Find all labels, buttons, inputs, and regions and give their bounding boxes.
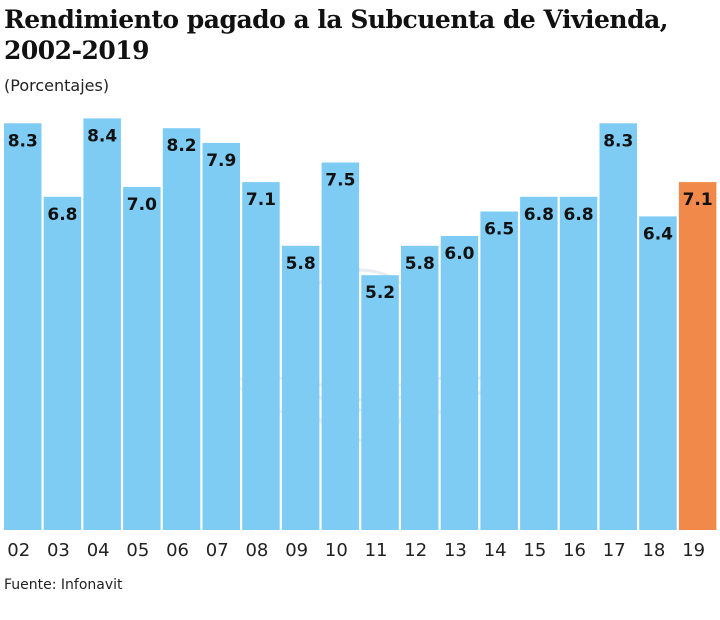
bar-07	[202, 142, 240, 530]
value-label-10: 7.5	[325, 171, 355, 191]
value-label-15: 6.8	[524, 205, 554, 225]
x-tick-label-08: 08	[245, 540, 268, 561]
x-tick-label-16: 16	[563, 540, 586, 561]
value-label-17: 8.3	[603, 131, 633, 151]
bar-06	[162, 128, 201, 530]
x-tick-label-09: 09	[285, 540, 308, 561]
x-tick-label-07: 07	[206, 540, 229, 561]
x-tick-label-13: 13	[444, 540, 467, 561]
x-tick-label-19: 19	[682, 540, 705, 561]
x-tick-label-02: 02	[7, 540, 30, 561]
value-label-04: 8.4	[87, 126, 117, 146]
bar-08	[242, 182, 280, 530]
bar-19	[678, 182, 717, 530]
value-label-18: 6.4	[643, 224, 673, 244]
value-label-12: 5.8	[405, 254, 435, 274]
value-label-03: 6.8	[47, 205, 77, 225]
x-tick-label-11: 11	[365, 540, 388, 561]
bar-17	[599, 123, 637, 531]
source-note: Fuente: Infonavit	[4, 577, 123, 593]
x-tick-label-06: 06	[166, 540, 189, 561]
bar-02	[4, 123, 42, 531]
x-tick-label-14: 14	[484, 540, 507, 561]
chart-subtitle: (Porcentajes)	[4, 76, 110, 95]
bar-11	[361, 275, 399, 530]
x-tick-label-17: 17	[603, 540, 626, 561]
bar-03	[43, 196, 82, 531]
bar-09	[281, 245, 320, 531]
bar-15	[520, 196, 558, 531]
value-label-06: 8.2	[166, 136, 196, 156]
value-label-07: 7.9	[206, 151, 236, 171]
value-label-16: 6.8	[563, 205, 593, 225]
value-label-19: 7.1	[683, 190, 713, 210]
bar-05	[123, 187, 161, 530]
x-tick-label-18: 18	[642, 540, 665, 561]
x-tick-label-05: 05	[126, 540, 149, 561]
x-tick-label-04: 04	[87, 540, 110, 561]
value-label-08: 7.1	[246, 190, 276, 210]
x-tick-label-15: 15	[523, 540, 546, 561]
value-label-05: 7.0	[127, 195, 157, 215]
bar-18	[639, 216, 677, 530]
x-tick-label-12: 12	[404, 540, 427, 561]
value-label-14: 6.5	[484, 220, 514, 240]
value-label-11: 5.2	[365, 283, 395, 303]
bar-12	[401, 245, 439, 531]
bar-10	[321, 162, 360, 530]
value-label-09: 5.8	[286, 254, 316, 274]
x-tick-label-10: 10	[325, 540, 348, 561]
bar-16	[559, 196, 598, 531]
bar-04	[83, 118, 121, 531]
value-label-13: 6.0	[444, 244, 474, 264]
value-label-02: 8.3	[8, 131, 38, 151]
chart-title: Rendimiento pagado a la Subcuenta de Viv…	[4, 5, 669, 65]
bar-13	[440, 236, 479, 530]
x-tick-label-03: 03	[47, 540, 70, 561]
bar-14	[480, 211, 518, 530]
